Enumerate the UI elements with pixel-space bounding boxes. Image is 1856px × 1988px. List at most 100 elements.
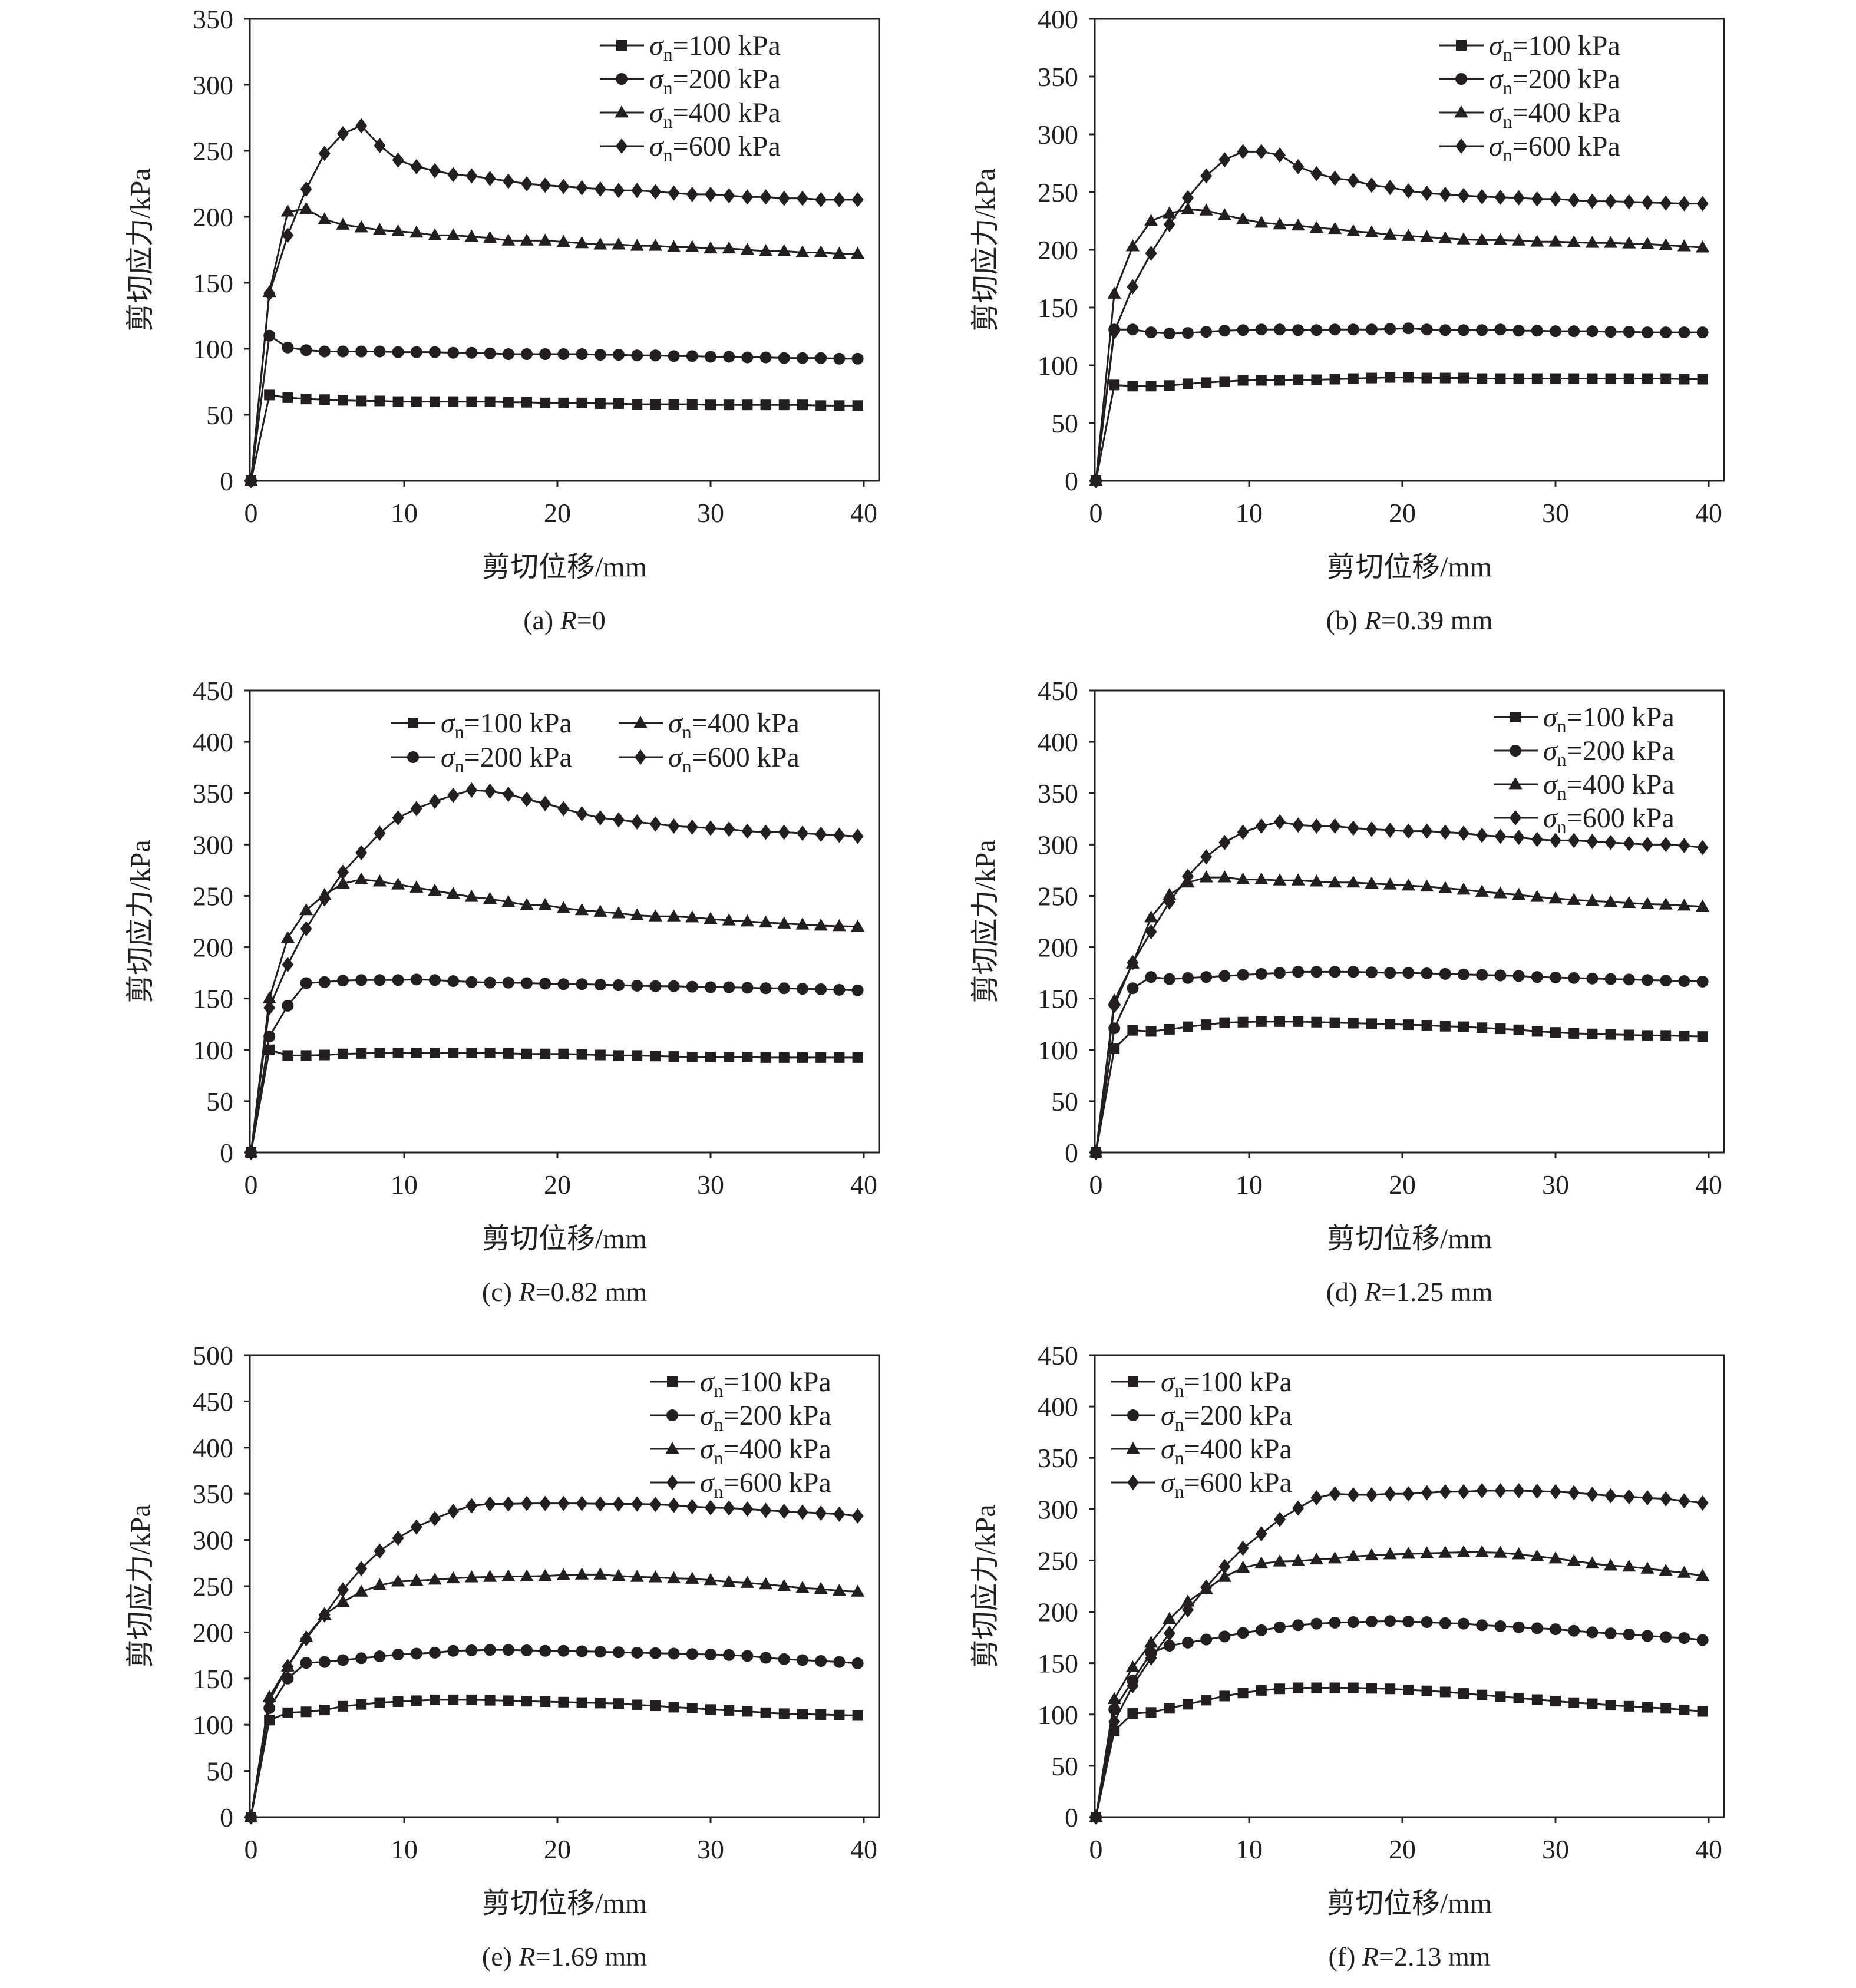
legend-subscript: n bbox=[1175, 1380, 1184, 1401]
legend-value: =200 kPa bbox=[673, 64, 781, 95]
data-point-circle bbox=[1366, 323, 1378, 336]
data-point-triangle bbox=[1291, 218, 1305, 231]
data-point-triangle bbox=[1659, 238, 1673, 250]
y-tick-label: 0 bbox=[1065, 1802, 1078, 1832]
data-point-diamond bbox=[1604, 1488, 1617, 1504]
data-point-diamond bbox=[1586, 1487, 1599, 1502]
data-point-diamond bbox=[410, 158, 422, 174]
data-point-diamond bbox=[521, 176, 533, 191]
data-point-triangle bbox=[556, 235, 570, 247]
series-line bbox=[250, 879, 858, 1153]
legend-entry: σn=200 kPa bbox=[600, 64, 781, 98]
data-point-circle bbox=[1512, 325, 1525, 337]
data-point-triangle bbox=[1604, 894, 1618, 907]
y-tick-label: 500 bbox=[193, 1340, 233, 1371]
data-point-triangle bbox=[593, 904, 607, 917]
data-point-circle bbox=[576, 1645, 588, 1657]
data-point-diamond bbox=[1476, 1482, 1488, 1498]
data-point-diamond bbox=[1108, 324, 1121, 340]
data-point-diamond bbox=[263, 1000, 276, 1016]
data-point-circle bbox=[1310, 1617, 1323, 1630]
data-point-diamond bbox=[447, 1503, 460, 1519]
data-point-diamond bbox=[1421, 823, 1433, 839]
data-point-triangle bbox=[372, 223, 387, 235]
data-point-triangle bbox=[1217, 1570, 1231, 1582]
data-point-triangle bbox=[1365, 1548, 1379, 1561]
series-100kpa bbox=[246, 389, 863, 486]
data-point-circle bbox=[778, 1653, 790, 1665]
data-point-triangle bbox=[1530, 235, 1544, 247]
data-point-square bbox=[1697, 1031, 1708, 1042]
data-point-diamond bbox=[557, 1495, 570, 1511]
y-tick-label: 150 bbox=[193, 268, 233, 298]
data-point-triangle bbox=[1291, 1554, 1305, 1566]
y-tick-label: 150 bbox=[193, 984, 233, 1014]
data-point-diamond bbox=[1090, 473, 1102, 488]
data-point-square bbox=[1145, 1707, 1157, 1718]
data-point-square bbox=[1219, 1690, 1230, 1702]
legend-entry: σn=100 kPa bbox=[600, 30, 781, 65]
data-point-square bbox=[815, 400, 827, 411]
data-point-square bbox=[742, 399, 753, 411]
caption-value: =0 bbox=[577, 605, 606, 635]
data-point-triangle bbox=[1696, 1568, 1710, 1581]
legend-entry: σn=100 kPa bbox=[1439, 30, 1620, 65]
legend-entry: σn=100 kPa bbox=[1111, 1366, 1292, 1401]
data-point-triangle bbox=[593, 237, 607, 250]
data-point-triangle bbox=[1512, 233, 1526, 246]
legend-value: =100 kPa bbox=[1567, 702, 1675, 733]
legend-value: =600 kPa bbox=[1184, 1467, 1292, 1498]
x-tick-label: 0 bbox=[1089, 498, 1103, 528]
data-point-circle bbox=[282, 999, 294, 1012]
data-point-diamond bbox=[1568, 1485, 1580, 1501]
data-point-square bbox=[613, 1698, 624, 1709]
data-point-square bbox=[1219, 1017, 1230, 1028]
data-point-triangle bbox=[1696, 899, 1710, 912]
legend-value: =400 kPa bbox=[724, 1434, 831, 1465]
data-point-circle bbox=[759, 982, 772, 995]
data-point-circle bbox=[797, 1654, 808, 1666]
data-point-diamond bbox=[1145, 245, 1157, 261]
data-point-diamond bbox=[1310, 166, 1323, 181]
data-point-triangle bbox=[685, 910, 699, 923]
data-point-triangle bbox=[1512, 1547, 1526, 1560]
data-point-square bbox=[576, 1697, 587, 1708]
data-point-square bbox=[797, 399, 808, 411]
legend-label: σn=400 kPa bbox=[649, 97, 781, 132]
legend-entry: σn=100 kPa bbox=[391, 708, 572, 742]
data-point-square bbox=[1183, 1021, 1193, 1032]
data-point-diamond bbox=[300, 921, 312, 937]
data-point-diamond bbox=[484, 783, 496, 799]
legend-entry: σn=200 kPa bbox=[1494, 735, 1675, 770]
data-point-square bbox=[521, 1696, 532, 1707]
data-point-diamond bbox=[778, 1503, 790, 1519]
data-point-circle bbox=[1476, 324, 1488, 336]
data-point-triangle bbox=[354, 872, 368, 884]
legend-label: σn=200 kPa bbox=[1543, 735, 1675, 770]
data-point-triangle bbox=[1346, 875, 1360, 888]
data-point-square bbox=[760, 1052, 771, 1063]
legend-label: σn=100 kPa bbox=[649, 30, 781, 65]
data-point-diamond bbox=[1108, 998, 1121, 1013]
data-point-diamond bbox=[1310, 818, 1323, 834]
data-point-square bbox=[430, 1048, 440, 1059]
legend-entry: σn=400 kPa bbox=[1111, 1434, 1292, 1468]
data-point-triangle bbox=[1548, 235, 1563, 247]
data-point-diamond bbox=[245, 473, 257, 488]
legend-circle-icon bbox=[407, 751, 419, 763]
data-point-triangle bbox=[501, 894, 516, 907]
data-point-triangle bbox=[1512, 887, 1526, 900]
data-point-triangle bbox=[685, 240, 699, 252]
data-point-square bbox=[686, 399, 698, 410]
data-point-triangle bbox=[667, 909, 681, 922]
data-point-diamond bbox=[1586, 834, 1599, 850]
legend-subscript: n bbox=[1503, 77, 1512, 98]
data-point-diamond bbox=[1660, 1491, 1672, 1507]
legend-symbol: σ bbox=[1161, 1366, 1176, 1398]
legend-label: σn=400 kPa bbox=[1543, 769, 1675, 804]
data-point-triangle bbox=[446, 1571, 460, 1584]
data-point-diamond bbox=[1127, 279, 1139, 295]
data-point-diamond bbox=[815, 191, 827, 207]
data-point-diamond bbox=[337, 864, 349, 880]
data-point-triangle bbox=[391, 224, 405, 237]
